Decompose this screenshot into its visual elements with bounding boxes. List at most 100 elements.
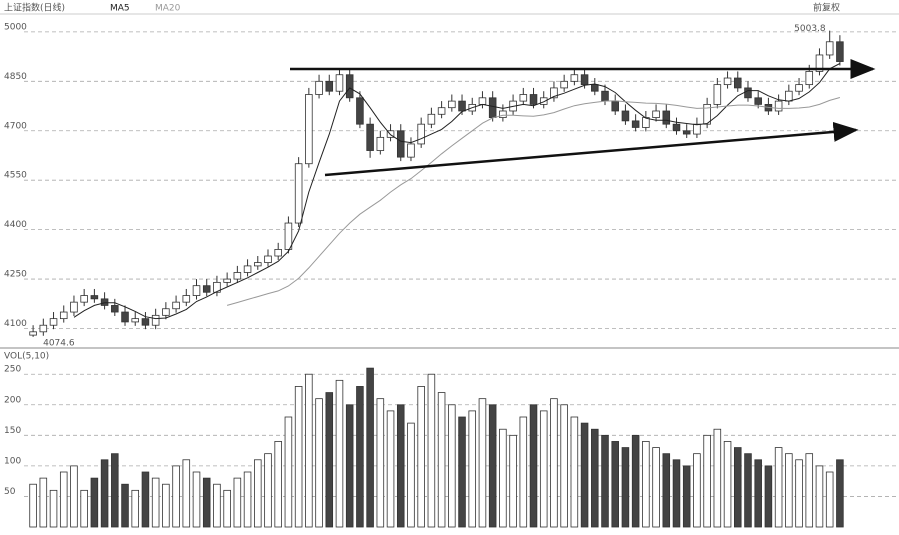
volume-bar: [682, 465, 691, 528]
candle-body: [254, 262, 262, 267]
volume-bar: [570, 416, 579, 528]
candle-body: [560, 80, 568, 89]
candle-body: [785, 90, 793, 102]
candle-body: [550, 87, 558, 99]
candle-body: [213, 281, 221, 293]
y-tick-label: 100: [4, 456, 21, 466]
candle-body: [580, 74, 589, 86]
y-tick-label: 4250: [4, 270, 27, 280]
volume-bar: [642, 441, 650, 528]
volume-bar: [49, 489, 58, 528]
y-tick-label: 4100: [4, 319, 27, 329]
volume-bar: [774, 447, 783, 528]
candle-body: [294, 163, 303, 224]
candle-body: [131, 318, 140, 323]
volume-bar: [427, 373, 436, 528]
volume-bar: [356, 386, 364, 528]
candle-body: [825, 41, 834, 56]
volume-bar: [611, 441, 619, 528]
candle-body: [723, 77, 732, 86]
candle-body: [111, 305, 119, 313]
volume-bar: [233, 477, 242, 528]
candle-body: [305, 94, 313, 165]
candle-body: [172, 301, 180, 310]
volume-bar: [59, 471, 68, 528]
volume-bar: [325, 392, 334, 528]
candle-body: [264, 255, 272, 264]
volume-bar: [754, 459, 762, 528]
volume-bar: [468, 410, 477, 528]
candle-body: [376, 136, 385, 151]
volume-title: VOL(5,10): [4, 352, 49, 362]
volume-bar: [693, 453, 701, 528]
candle-body: [162, 308, 170, 316]
volume-bar: [386, 410, 395, 528]
volume-bar: [111, 453, 119, 528]
volume-bar: [376, 398, 385, 528]
candle-body: [407, 143, 415, 158]
y-tick-label: 150: [4, 426, 21, 436]
volume-bar: [141, 471, 150, 528]
candle-body: [121, 311, 129, 323]
volume-bar: [80, 489, 88, 528]
volume-bar: [417, 386, 425, 528]
candle-body: [805, 71, 814, 86]
volume-bar: [713, 428, 722, 528]
candle-body: [448, 100, 456, 109]
volume-bar: [836, 459, 844, 528]
candle-body: [59, 311, 68, 320]
volume-bar: [315, 398, 323, 528]
volume-bar: [172, 465, 180, 528]
volume-bar: [39, 477, 48, 528]
candle-body: [202, 285, 211, 293]
candle-body: [591, 84, 599, 92]
volume-bar: [335, 379, 344, 528]
chart-title: 上证指数(日线): [4, 2, 65, 14]
volume-bar: [437, 392, 446, 528]
volume-bar: [243, 471, 252, 528]
legend-entry: MA20: [155, 4, 181, 14]
high-annotation: 5003.8: [794, 24, 826, 34]
volume-bar: [478, 398, 487, 528]
candle-body: [539, 97, 548, 105]
candle-body: [223, 278, 231, 283]
volume-bar: [223, 489, 231, 528]
candle-body: [499, 110, 507, 118]
candle-body: [396, 130, 405, 158]
volume-bar: [539, 410, 548, 528]
volume-bar: [29, 483, 37, 528]
candle-body: [795, 84, 803, 92]
candle-body: [693, 123, 701, 135]
candle-body: [233, 272, 242, 280]
volume-bar: [488, 404, 497, 528]
volume-bar: [396, 404, 405, 528]
volume-bar: [448, 404, 456, 528]
volume-bar: [662, 453, 671, 528]
candle-body: [815, 54, 824, 72]
candle-body: [601, 90, 609, 102]
candle-body: [315, 80, 323, 95]
candle-body: [519, 94, 528, 102]
volume-bar: [672, 459, 681, 528]
volume-bar: [621, 447, 630, 528]
candle-body: [488, 97, 497, 118]
candle-body: [662, 110, 671, 125]
candle-body: [49, 318, 58, 326]
y-tick-label: 5000: [4, 22, 27, 32]
candle-body: [631, 120, 640, 128]
volume-bar: [100, 459, 109, 528]
y-tick-label: 50: [4, 487, 16, 497]
volume-bar: [550, 398, 558, 528]
volume-bar: [213, 483, 221, 528]
adjust-label[interactable]: 前复权: [813, 2, 840, 14]
volume-bar: [519, 416, 528, 528]
legend-entry: MA5: [110, 4, 130, 14]
volume-bar: [70, 465, 78, 528]
y-tick-label: 4700: [4, 121, 27, 131]
volume-bar: [805, 453, 814, 528]
volume-bar: [785, 453, 793, 528]
ma-line: [73, 63, 841, 320]
y-tick-label: 200: [4, 395, 21, 405]
candle-body: [478, 97, 487, 105]
